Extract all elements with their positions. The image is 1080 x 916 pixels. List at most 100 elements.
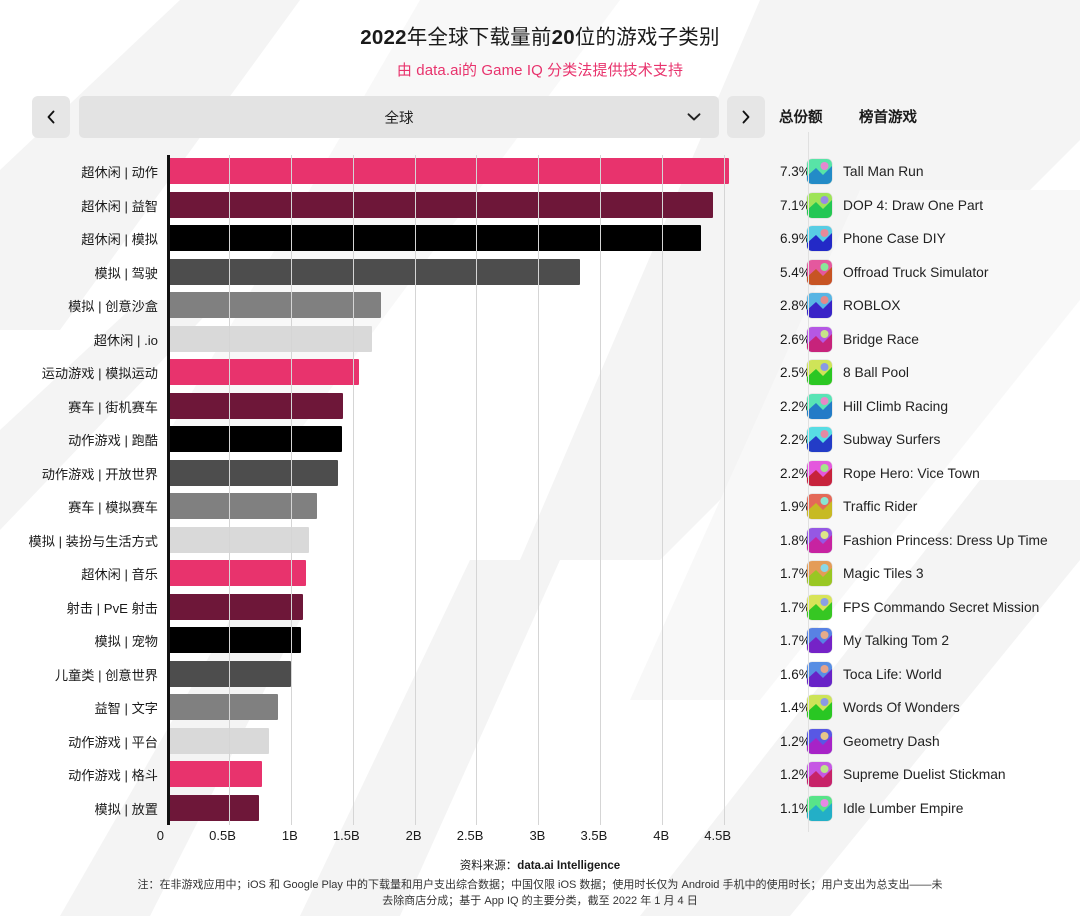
category-label: 益智 | 文字	[94, 701, 158, 717]
chart-row: 模拟 | 宠物 1.7% My Talking Tom 2	[0, 624, 1080, 658]
chevron-down-icon	[687, 113, 701, 122]
share-value: 1.7%	[780, 566, 811, 582]
chart-row: 超休闲 | .io 2.6% Bridge Race	[0, 323, 1080, 357]
category-label: 射击 | PvE 射击	[66, 600, 158, 616]
category-label: 动作游戏 | 开放世界	[41, 466, 158, 482]
offroad-truck-icon	[807, 259, 832, 285]
category-label: 模拟 | 驾驶	[94, 265, 158, 281]
rope-hero-icon	[807, 460, 832, 486]
bar-track	[167, 725, 755, 759]
hill-climb-icon	[807, 393, 832, 419]
bar[interactable]	[167, 560, 306, 586]
category-label: 赛车 | 模拟赛车	[68, 500, 158, 516]
chart-row: 动作游戏 | 平台 1.2% Geometry Dash	[0, 725, 1080, 759]
phone-case-diy-icon	[807, 226, 832, 252]
share-value: 1.4%	[780, 700, 811, 716]
bar[interactable]	[167, 493, 317, 519]
bar[interactable]	[167, 660, 291, 687]
share-value: 1.8%	[780, 532, 811, 548]
prev-button[interactable]	[32, 96, 70, 138]
source-line: 资料来源：data.ai Intelligence	[0, 857, 1080, 873]
control-bar: 全球	[0, 95, 1080, 139]
geometry-dash-icon	[807, 728, 832, 754]
category-label: 动作游戏 | 格斗	[68, 768, 158, 784]
chart-row: 超休闲 | 音乐 1.7% Magic Tiles 3	[0, 557, 1080, 591]
bar-track	[167, 356, 755, 390]
category-label: 模拟 | 装扮与生活方式	[28, 533, 158, 549]
page-title: 2022年全球下载量前20位的游戏子类别	[0, 0, 1080, 50]
bar-track	[167, 155, 755, 189]
bar[interactable]	[167, 158, 729, 184]
game-name: Traffic Rider	[843, 499, 918, 515]
axis-tick-label: 1B	[281, 828, 298, 843]
game-name: Subway Surfers	[843, 432, 941, 448]
game-name: Words Of Wonders	[843, 700, 960, 716]
next-button[interactable]	[727, 96, 765, 138]
fps-commando-icon	[807, 594, 832, 620]
bar[interactable]	[167, 191, 713, 218]
game-name: Magic Tiles 3	[843, 566, 924, 582]
bar[interactable]	[167, 593, 304, 620]
bar[interactable]	[167, 459, 338, 486]
chart-row: 运动游戏 | 模拟运动 2.5% 8 Ball Pool	[0, 356, 1080, 390]
chart-row: 儿童类 | 创意世界 1.6% Toca Life: World	[0, 658, 1080, 692]
bar-track	[167, 624, 755, 658]
chart-row: 模拟 | 装扮与生活方式 1.8% Fashion Princess: Dress …	[0, 524, 1080, 558]
chart-row: 模拟 | 放置 1.1% Idle Lumber Empire	[0, 792, 1080, 826]
game-name: Tall Man Run	[843, 164, 924, 180]
bar[interactable]	[167, 392, 343, 419]
axis-tick-label: 3B	[529, 828, 546, 843]
game-name: Rope Hero: Vice Town	[843, 465, 980, 481]
category-label: 赛车 | 街机赛车	[68, 399, 158, 415]
bar-track	[167, 189, 755, 223]
chart-row: 动作游戏 | 跑酷 2.2% Subway Surfers	[0, 423, 1080, 457]
bar[interactable]	[167, 258, 581, 285]
footnote-line-2: 去除商店分成；基于 App IQ 的主要分类，截至 2022 年 1 月 4 日	[382, 895, 698, 907]
bar[interactable]	[167, 359, 359, 385]
title-year: 2022	[360, 26, 407, 49]
dop4-icon	[807, 192, 832, 218]
bar[interactable]	[167, 526, 310, 553]
chart-row: 赛车 | 模拟赛车 1.9% Traffic Rider	[0, 490, 1080, 524]
title-suffix: 位的游戏子类别	[574, 26, 720, 49]
region-dropdown-value: 全球	[384, 110, 414, 127]
chart-row: 超休闲 | 模拟 6.9% Phone Case DIY	[0, 222, 1080, 256]
bar-track	[167, 758, 755, 792]
share-value: 1.7%	[780, 599, 811, 615]
x-axis-ticks: 0 0.5B 1B 1.5B 2B 2.5B 3B 3.5B 4B 4.5B	[157, 828, 767, 852]
chart-rows: 超休闲 | 动作 7.3% Tall Man Run 超休闲 | 益智 7.1% DOP …	[0, 155, 1080, 825]
magic-tiles-icon	[807, 561, 832, 587]
bar[interactable]	[167, 727, 269, 754]
share-value: 2.2%	[780, 432, 811, 448]
game-name: DOP 4: Draw One Part	[843, 197, 984, 213]
subway-surfers-icon	[807, 427, 832, 453]
bar-track	[167, 457, 755, 491]
chart-row: 模拟 | 驾驶 5.4% Offroad Truck Simulator	[0, 256, 1080, 290]
category-label: 模拟 | 创意沙盒	[68, 299, 158, 315]
traffic-rider-icon	[807, 494, 832, 520]
chart-row: 赛车 | 街机赛车 2.2% Hill Climb Racing	[0, 390, 1080, 424]
bar[interactable]	[167, 426, 342, 452]
category-label: 超休闲 | 益智	[81, 198, 158, 214]
bar[interactable]	[167, 761, 263, 787]
share-value: 2.6%	[780, 331, 811, 347]
fashion-princess-icon	[807, 527, 832, 553]
share-value: 2.5%	[780, 365, 811, 381]
share-value: 1.1%	[780, 800, 811, 816]
bar[interactable]	[167, 325, 373, 352]
region-dropdown[interactable]: 全球	[79, 96, 719, 138]
share-value: 5.4%	[780, 264, 811, 280]
game-name: Offroad Truck Simulator	[843, 264, 989, 280]
bar[interactable]	[167, 694, 279, 720]
game-name: Toca Life: World	[843, 666, 942, 682]
bar[interactable]	[167, 794, 259, 821]
bar-track	[167, 658, 755, 692]
bar-track	[167, 289, 755, 323]
bar[interactable]	[167, 627, 301, 653]
share-column-header: 总份额	[779, 110, 823, 126]
bar[interactable]	[167, 292, 382, 318]
bar[interactable]	[167, 225, 701, 251]
category-label: 模拟 | 放置	[94, 801, 158, 817]
chart-row: 动作游戏 | 格斗 1.2% Supreme Duelist Stickman	[0, 758, 1080, 792]
words-of-wonders-icon	[807, 695, 832, 721]
